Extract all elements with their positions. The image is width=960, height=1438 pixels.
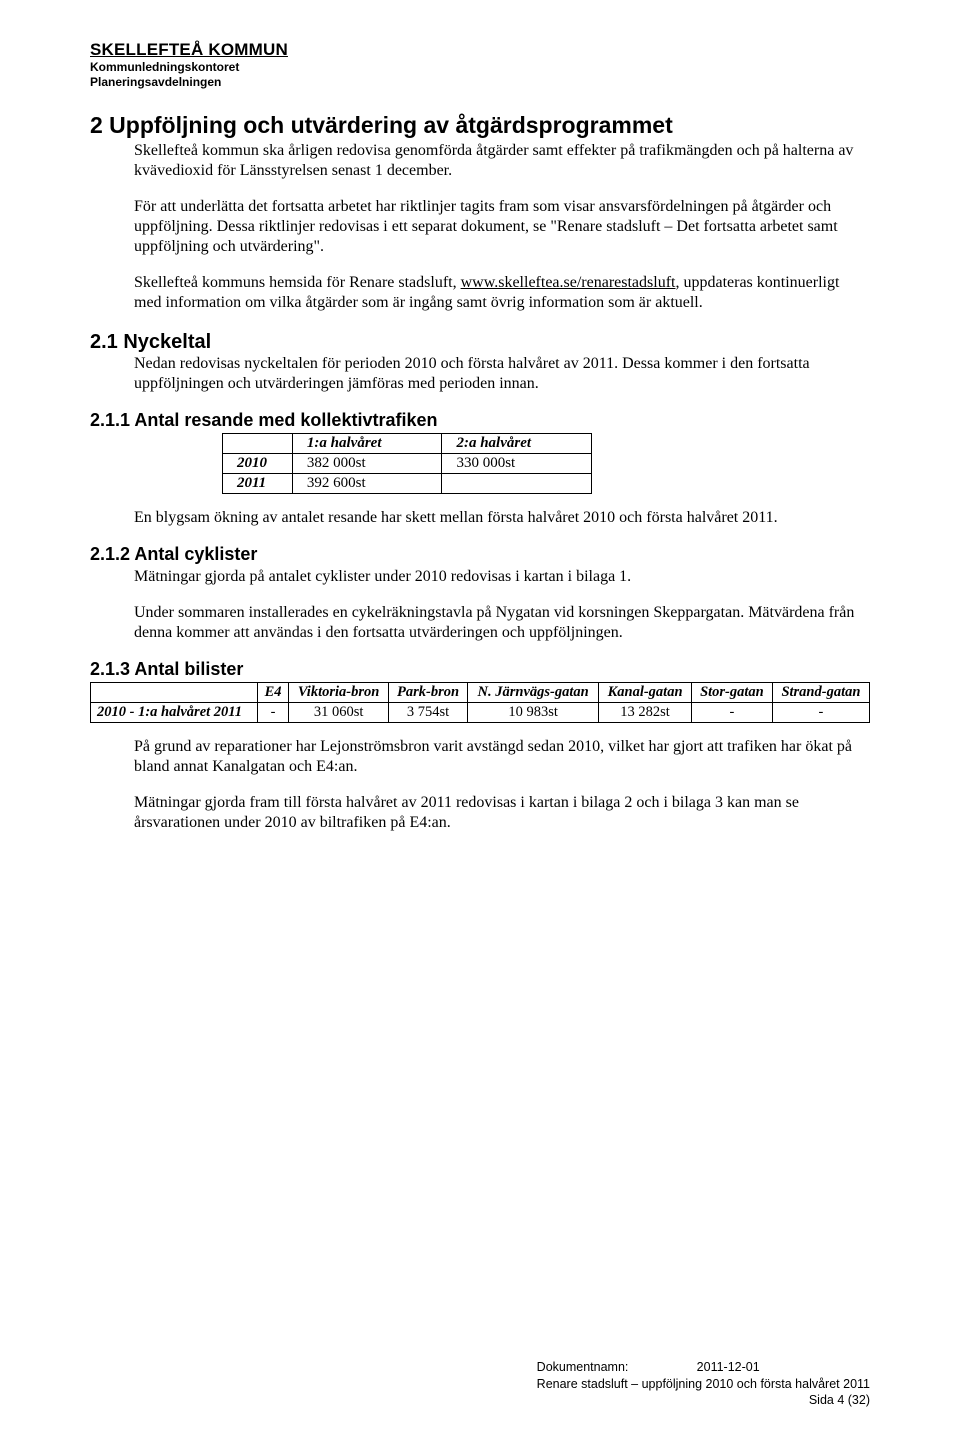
section-2-title: 2 Uppföljning och utvärdering av åtgärds… [90, 112, 870, 139]
section-2-1-2-title: 2.1.2 Antal cyklister [90, 544, 870, 565]
table-header-row: E4 Viktoria-bron Park-bron N. Järnvägs-g… [91, 683, 870, 703]
section-2-1-title: 2.1 Nyckeltal [90, 331, 870, 354]
row-year-2011: 2011 [223, 474, 293, 494]
section-2-1-body: Nedan redovisas nyckeltalen för perioden… [134, 354, 870, 394]
cell: 330 000st [442, 454, 592, 474]
page-footer: Dokumentnamn: 2011-12-01 Renare stadsluf… [537, 1359, 870, 1408]
section-2-p1: Skellefteå kommun ska årligen redovisa g… [134, 141, 870, 181]
row-label: 2010 - 1:a halvåret 2011 [91, 703, 258, 723]
cell [442, 474, 592, 494]
org-name: SKELLEFTEÅ KOMMUN [90, 40, 870, 60]
table-row: 2010 382 000st 330 000st [223, 454, 592, 474]
footer-label: Dokumentnamn: [537, 1359, 637, 1375]
footer-docname: Renare stadsluft – uppföljning 2010 och … [537, 1376, 870, 1392]
section-2-1-3-title: 2.1.3 Antal bilister [90, 659, 870, 680]
th-parkbron: Park-bron [388, 683, 467, 703]
section-2-1-2-body: Mätningar gjorda på antalet cyklister un… [134, 567, 870, 643]
table-row: 2011 392 600st [223, 474, 592, 494]
cell: 13 282st [599, 703, 692, 723]
dept-line-2: Planeringsavdelningen [90, 75, 870, 90]
cell: - [257, 703, 289, 723]
th-e4: E4 [257, 683, 289, 703]
th-strandgatan: Strand-gatan [772, 683, 869, 703]
page: SKELLEFTEÅ KOMMUN Kommunledningskontoret… [0, 0, 960, 1438]
section-2-1-2-p2: Under sommaren installerades en cykelräk… [134, 603, 870, 643]
th-blank [223, 434, 293, 454]
th-blank [91, 683, 258, 703]
th-kanalgatan: Kanal-gatan [599, 683, 692, 703]
section-2-1-1-p1: En blygsam ökning av antalet resande har… [134, 508, 870, 528]
section-2-1-1-title: 2.1.1 Antal resande med kollektivtrafike… [90, 410, 870, 431]
footer-page: Sida 4 (32) [537, 1392, 870, 1408]
cell: - [772, 703, 869, 723]
dept-line-1: Kommunledningskontoret [90, 60, 870, 75]
renarestadsluft-link[interactable]: www.skelleftea.se/renarestadsluft [461, 274, 676, 291]
footer-date: 2011-12-01 [697, 1359, 760, 1375]
section-2-1-2-p1: Mätningar gjorda på antalet cyklister un… [134, 567, 870, 587]
th-h1: 1:a halvåret [292, 434, 442, 454]
th-storgatan: Stor-gatan [691, 683, 772, 703]
cell: 392 600st [292, 474, 442, 494]
cell: - [691, 703, 772, 723]
table-header-row: 1:a halvåret 2:a halvåret [223, 434, 592, 454]
kollektiv-table-wrap: 1:a halvåret 2:a halvåret 2010 382 000st… [222, 433, 870, 494]
row-year-2010: 2010 [223, 454, 293, 474]
section-2-body: Skellefteå kommun ska årligen redovisa g… [134, 141, 870, 313]
section-2-1-3-body: På grund av reparationer har Lejonströms… [134, 737, 870, 833]
section-2-1-1-body: En blygsam ökning av antalet resande har… [134, 508, 870, 528]
section-2-p3: Skellefteå kommuns hemsida för Renare st… [134, 273, 870, 313]
section-2-p3a: Skellefteå kommuns hemsida för Renare st… [134, 274, 461, 291]
th-h2: 2:a halvåret [442, 434, 592, 454]
cell: 31 060st [289, 703, 389, 723]
section-2-1-3-p1: På grund av reparationer har Lejonströms… [134, 737, 870, 777]
table-row: 2010 - 1:a halvåret 2011 - 31 060st 3 75… [91, 703, 870, 723]
section-2-p2: För att underlätta det fortsatta arbetet… [134, 197, 870, 257]
section-2-1-p1: Nedan redovisas nyckeltalen för perioden… [134, 354, 870, 394]
th-viktoriabron: Viktoria-bron [289, 683, 389, 703]
cell: 10 983st [468, 703, 599, 723]
cell: 3 754st [388, 703, 467, 723]
section-2-1-3-p2: Mätningar gjorda fram till första halvår… [134, 793, 870, 833]
th-njarnvagsgatan: N. Järnvägs-gatan [468, 683, 599, 703]
bilister-table: E4 Viktoria-bron Park-bron N. Järnvägs-g… [90, 682, 870, 723]
kollektiv-table: 1:a halvåret 2:a halvåret 2010 382 000st… [222, 433, 592, 494]
cell: 382 000st [292, 454, 442, 474]
page-header: SKELLEFTEÅ KOMMUN Kommunledningskontoret… [90, 40, 870, 90]
